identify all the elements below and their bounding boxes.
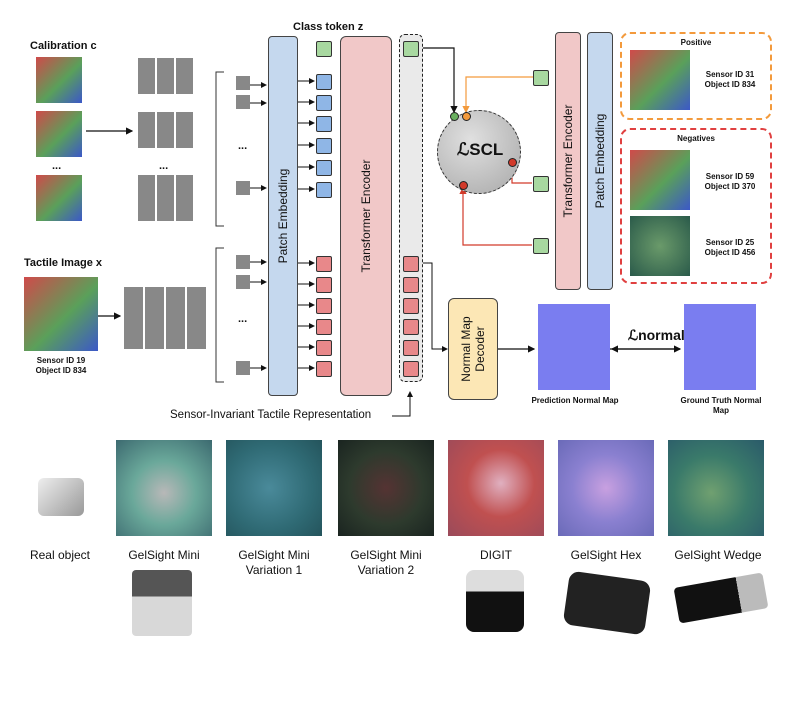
class-token-input [316,41,332,57]
negative2-object-id: Object ID 456 [704,248,756,257]
ground-truth-label: Ground Truth Normal Map [680,396,762,415]
gelsight-mini-device [132,570,192,636]
class-token-label: Class token z [293,21,364,33]
tactile-image-label: Tactile Image x [24,257,103,269]
normal-loss-label: ℒnormal [628,327,685,343]
patch-embedding-label: Patch Embedding [276,168,290,264]
normal-map-decoder-label: Normal Map Decoder [459,316,487,382]
calib-token [316,182,332,198]
tactile-patch-small-2 [236,275,250,289]
output-token [403,340,419,356]
digit-device [466,570,524,632]
patch-embedding-right: Patch Embedding [587,32,613,290]
tactile-token [316,256,332,272]
positive-box: Positive Sensor ID 31 Object ID 834 [620,32,772,120]
sensor-image-gelsight-mini [116,440,212,536]
tactile-patch-small-1 [236,255,250,269]
tactile-token [316,277,332,293]
prediction-label: Prediction Normal Map [531,396,619,405]
positive-label: Positive [680,38,712,47]
calib-patch-small-3 [236,181,250,195]
output-token [403,277,419,293]
transformer-encoder-label: Transformer Encoder [359,159,373,273]
negative-class-token [533,176,549,192]
positive-image [630,50,690,110]
ground-truth-normal-map [684,304,756,390]
sensor-name: DIGIT [480,548,512,562]
sensor-name: GelSight Mini [128,548,200,562]
tactile-token [316,340,332,356]
sensor-image-gelsight-mini-var2 [338,440,434,536]
tactile-input-image [24,277,98,351]
output-token [403,361,419,377]
positive-object-id: Object ID 834 [704,80,756,89]
transformer-encoder-right-label: Transformer Encoder [561,104,575,218]
negative2-sensor-id: Sensor ID 25 [705,238,755,247]
output-token [403,298,419,314]
scl-loss-circle [437,110,521,194]
tactile-token [316,319,332,335]
calibration-patch-grid-1 [138,58,194,94]
input-object-id: Object ID 834 [35,366,87,375]
patch-embedding-block: Patch Embedding [268,36,298,396]
sensor-invariant-label: Sensor-Invariant Tactile Representation [170,409,372,421]
patch-embedding-right-label: Patch Embedding [593,113,607,209]
sensor-image-digit [448,440,544,536]
negatives-label: Negatives [677,134,715,143]
sensor-name: GelSight Wedge [674,548,762,562]
calibration-label: Calibration c [30,40,97,52]
prediction-normal-map [538,304,610,390]
gelsight-hex-device [562,570,652,636]
anchor-dot [450,112,459,121]
calib-token [316,95,332,111]
gelsight-wedge-device [673,572,769,624]
negative1-sensor-id: Sensor ID 59 [705,172,755,181]
sensor-name: Real object [29,548,91,562]
calibration-patch-grid-2 [138,112,194,148]
tactile-patch-small-3 [236,361,250,375]
calib-token [316,116,332,132]
calib-patch-small-1 [236,76,250,90]
calibration-image-1 [36,57,82,103]
tactile-token [316,361,332,377]
output-token [403,319,419,335]
negative-image-2 [630,216,690,276]
tactile-patch-ellipsis: ... [238,313,248,325]
negatives-box: Negatives Sensor ID 59 Object ID 370 Sen… [620,128,772,284]
sensor-name: GelSight Mini Variation 1 [238,548,310,577]
sensor-name: GelSight Mini Variation 2 [350,548,422,577]
grid-ellipsis: ... [159,160,169,172]
transformer-encoder-block: Transformer Encoder [340,36,392,396]
scl-loss-label: ℒSCL [457,140,504,159]
positive-dot [462,112,471,121]
transformer-encoder-right: Transformer Encoder [555,32,581,290]
sensor-image-gelsight-hex [558,440,654,536]
negative-dot [459,181,468,190]
output-token [403,256,419,272]
negative-class-token [533,238,549,254]
calib-patch-ellipsis: ... [238,140,248,152]
normal-map-decoder: Normal Map Decoder [448,298,498,400]
negative-dot [508,158,517,167]
calibration-image-3 [36,175,82,221]
calibration-ellipsis: ... [52,160,62,172]
real-object-image [38,478,84,516]
negative1-object-id: Object ID 370 [704,182,756,191]
sensor-image-gelsight-wedge [668,440,764,536]
tactile-patch-grid [124,287,206,349]
sensor-name: GelSight Hex [570,548,642,562]
calibration-image-2 [36,111,82,157]
tactile-token [316,298,332,314]
sensor-image-gelsight-mini-var1 [226,440,322,536]
class-token-output [403,41,419,57]
calib-token [316,160,332,176]
positive-sensor-id: Sensor ID 31 [705,70,755,79]
calib-token [316,138,332,154]
calibration-patch-grid-3 [138,175,194,221]
calib-token [316,74,332,90]
positive-class-token [533,70,549,86]
negative-image-1 [630,150,690,210]
input-sensor-id: Sensor ID 19 [36,356,86,365]
calib-patch-small-2 [236,95,250,109]
